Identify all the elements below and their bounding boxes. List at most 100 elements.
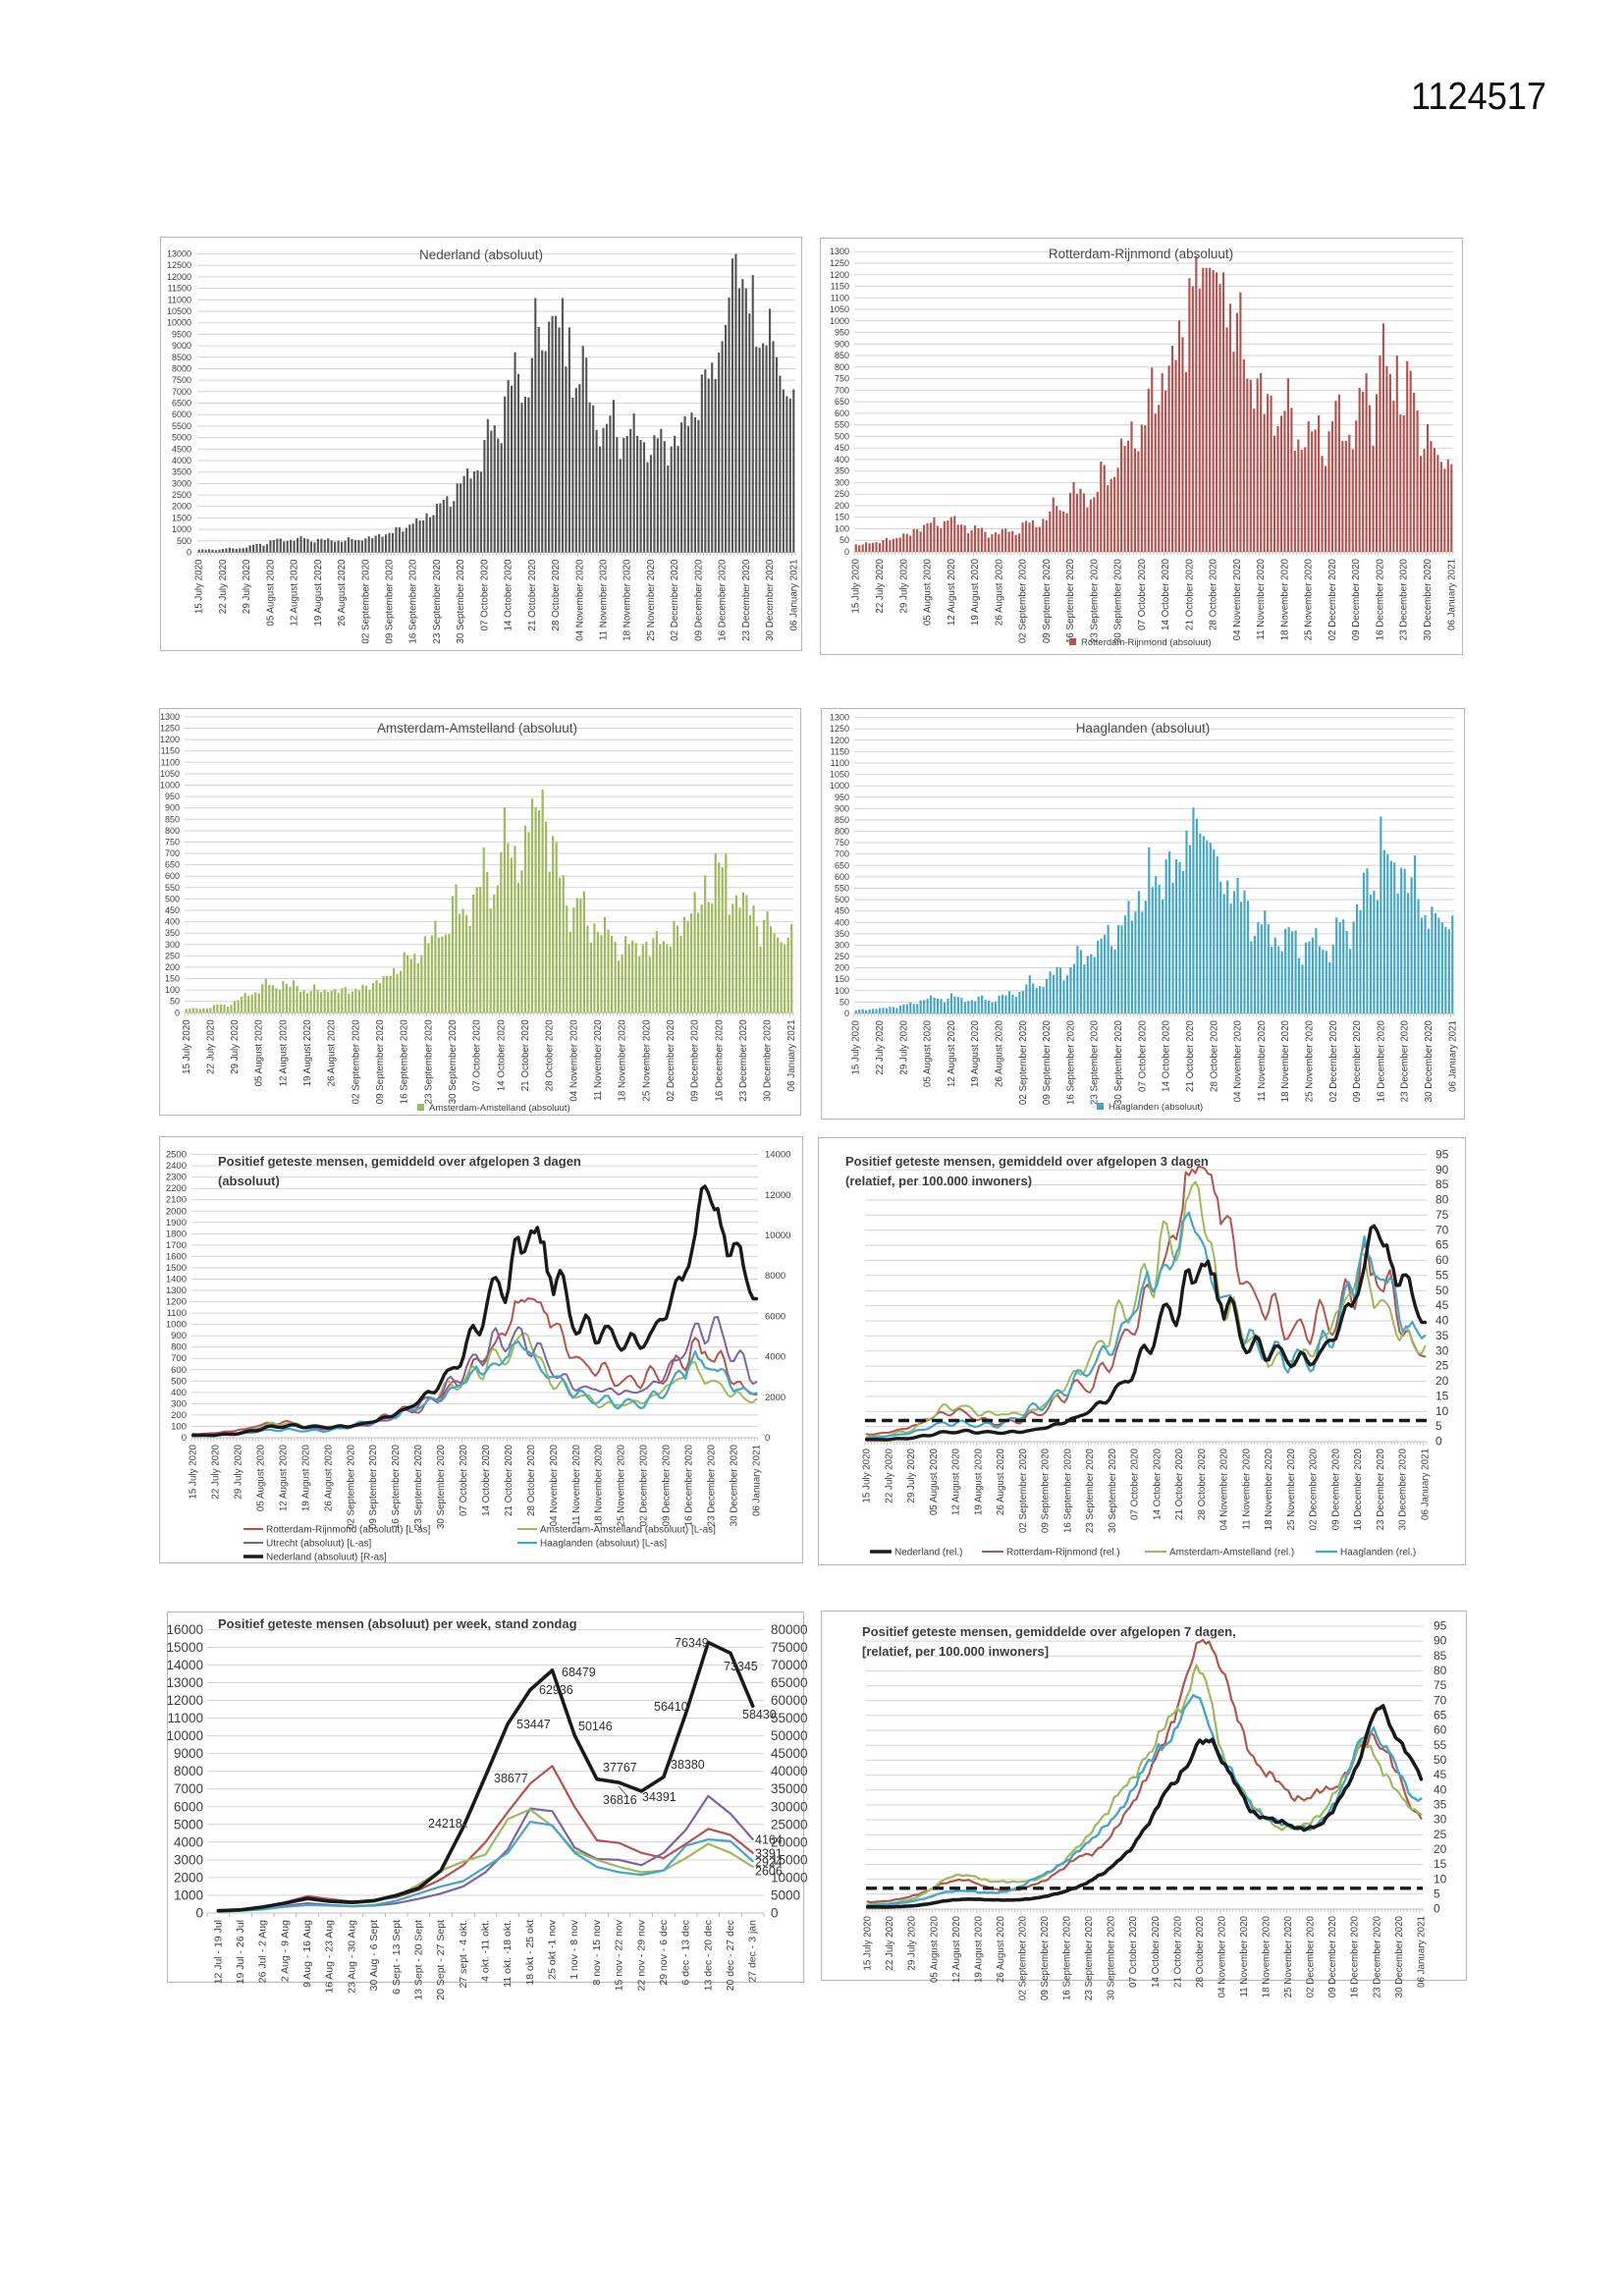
svg-text:28 October 2020: 28 October 2020 [1195, 1915, 1206, 1988]
svg-text:19 August 2020: 19 August 2020 [300, 1444, 311, 1511]
svg-text:5500: 5500 [172, 421, 191, 431]
svg-text:1800: 1800 [166, 1229, 187, 1239]
svg-text:38677: 38677 [494, 1772, 528, 1785]
svg-text:25 November 2020: 25 November 2020 [1304, 558, 1315, 640]
svg-text:20: 20 [1434, 1842, 1447, 1856]
svg-text:1100: 1100 [161, 757, 180, 767]
svg-text:10: 10 [1434, 1872, 1447, 1886]
svg-text:Amsterdam-Amstelland (absoluut: Amsterdam-Amstelland (absoluut) [377, 721, 577, 736]
svg-text:0: 0 [771, 1906, 779, 1921]
svg-text:1100: 1100 [831, 758, 849, 768]
svg-text:02 December 2020: 02 December 2020 [666, 1019, 677, 1102]
svg-text:7000: 7000 [174, 1781, 203, 1796]
svg-text:10000: 10000 [166, 1728, 203, 1743]
svg-text:29 July 2020: 29 July 2020 [907, 1915, 918, 1970]
svg-text:1300: 1300 [830, 713, 849, 723]
svg-text:07 October 2020: 07 October 2020 [1137, 558, 1148, 630]
svg-text:09 September 2020: 09 September 2020 [1040, 1915, 1051, 2000]
svg-text:2500: 2500 [166, 1150, 187, 1161]
svg-text:1500: 1500 [166, 1263, 187, 1274]
svg-text:12000: 12000 [765, 1190, 790, 1201]
svg-text:Rotterdam-Rijnmond (absoluut): Rotterdam-Rijnmond (absoluut) [1049, 246, 1233, 261]
svg-text:450: 450 [835, 443, 849, 453]
svg-text:90: 90 [1435, 1163, 1449, 1176]
svg-text:05 August 2020: 05 August 2020 [923, 558, 934, 626]
svg-text:85: 85 [1435, 1177, 1449, 1191]
svg-text:100: 100 [171, 1422, 187, 1433]
svg-text:Utrecht (absoluut) [L-as]: Utrecht (absoluut) [L-as] [266, 1539, 371, 1550]
svg-text:14 October 2020: 14 October 2020 [1162, 1019, 1172, 1092]
svg-text:1700: 1700 [166, 1240, 187, 1251]
svg-text:16 September 2020: 16 September 2020 [391, 1444, 402, 1529]
svg-text:04 November 2020: 04 November 2020 [574, 559, 585, 641]
svg-text:1200: 1200 [160, 735, 180, 744]
svg-text:850: 850 [165, 814, 180, 824]
svg-text:29 nov - 6 dec: 29 nov - 6 dec [658, 1920, 670, 1986]
svg-text:Nederland (absoluut): Nederland (absoluut) [419, 247, 543, 262]
svg-text:800: 800 [835, 827, 849, 837]
svg-text:1000: 1000 [160, 781, 180, 791]
svg-text:02 September 2020: 02 September 2020 [346, 1444, 356, 1529]
svg-text:11000: 11000 [167, 1711, 203, 1725]
svg-text:21 October 2020: 21 October 2020 [1174, 1448, 1185, 1520]
svg-text:500: 500 [835, 431, 849, 441]
svg-text:1000: 1000 [830, 316, 849, 326]
svg-text:60: 60 [1435, 1253, 1449, 1267]
svg-text:400: 400 [171, 1388, 187, 1398]
svg-text:50: 50 [839, 997, 849, 1007]
svg-text:75: 75 [1434, 1678, 1447, 1692]
svg-text:12500: 12500 [167, 260, 191, 270]
svg-text:9000: 9000 [172, 341, 191, 351]
svg-text:30 September 2020: 30 September 2020 [1113, 1019, 1124, 1105]
svg-text:23 December 2020: 23 December 2020 [1399, 558, 1410, 640]
svg-text:16000: 16000 [166, 1622, 203, 1637]
svg-text:05 August 2020: 05 August 2020 [256, 1444, 267, 1511]
svg-text:1000: 1000 [172, 524, 191, 534]
svg-text:25 November 2020: 25 November 2020 [646, 559, 657, 641]
svg-text:09 September 2020: 09 September 2020 [1042, 1019, 1053, 1105]
svg-text:6000: 6000 [172, 410, 191, 419]
svg-text:55: 55 [1434, 1738, 1447, 1752]
svg-text:5000: 5000 [771, 1888, 800, 1903]
svg-text:45: 45 [1434, 1768, 1447, 1781]
svg-text:36816: 36816 [603, 1793, 637, 1807]
svg-text:04 November 2020: 04 November 2020 [549, 1444, 560, 1526]
svg-text:62936: 62936 [539, 1683, 573, 1697]
svg-text:58430: 58430 [742, 1708, 777, 1722]
svg-text:600: 600 [835, 409, 849, 418]
svg-text:11000: 11000 [168, 295, 191, 304]
svg-text:11 November 2020: 11 November 2020 [571, 1444, 582, 1525]
svg-text:30 September 2020: 30 September 2020 [1107, 1915, 1117, 2000]
svg-text:5: 5 [1435, 1419, 1442, 1433]
svg-text:14000: 14000 [765, 1150, 790, 1161]
svg-text:30: 30 [1434, 1813, 1447, 1827]
svg-text:Positief geteste mensen, gemid: Positief geteste mensen, gemiddeld over … [218, 1154, 581, 1169]
svg-text:22 nov - 29 nov: 22 nov - 29 nov [635, 1919, 647, 1991]
svg-text:60: 60 [1434, 1723, 1447, 1737]
svg-text:16 September 2020: 16 September 2020 [1062, 1915, 1073, 2000]
svg-text:26 August 2020: 26 August 2020 [996, 1448, 1006, 1515]
svg-text:15: 15 [1434, 1857, 1447, 1871]
svg-text:Amsterdam-Amstelland (rel.): Amsterdam-Amstelland (rel.) [1169, 1548, 1294, 1558]
svg-text:10: 10 [1435, 1404, 1449, 1418]
svg-text:11 November 2020: 11 November 2020 [1241, 1448, 1252, 1529]
svg-text:14 October 2020: 14 October 2020 [1161, 558, 1171, 630]
svg-text:14 October 2020: 14 October 2020 [496, 1019, 507, 1092]
svg-text:5000: 5000 [174, 1817, 203, 1831]
svg-text:30 December 2020: 30 December 2020 [1394, 1915, 1405, 1997]
svg-text:400: 400 [835, 455, 849, 465]
svg-text:14 October 2020: 14 October 2020 [481, 1444, 492, 1516]
svg-text:07 October 2020: 07 October 2020 [479, 559, 490, 631]
svg-text:30 December 2020: 30 December 2020 [1423, 558, 1434, 640]
svg-text:50146: 50146 [578, 1720, 613, 1733]
svg-text:13 Sept - 20 Sept: 13 Sept - 20 Sept [413, 1920, 425, 2000]
svg-text:53447: 53447 [516, 1718, 551, 1731]
svg-text:30 December 2020: 30 December 2020 [1424, 1019, 1435, 1102]
svg-text:0: 0 [765, 1433, 770, 1444]
svg-text:23 September 2020: 23 September 2020 [1090, 1019, 1101, 1105]
svg-text:250: 250 [165, 951, 180, 960]
svg-text:23 December 2020: 23 December 2020 [741, 559, 752, 641]
svg-text:600: 600 [171, 1365, 187, 1376]
svg-text:Positief geteste mensen (absol: Positief geteste mensen (absoluut) per w… [218, 1616, 577, 1631]
svg-text:100: 100 [835, 524, 849, 534]
